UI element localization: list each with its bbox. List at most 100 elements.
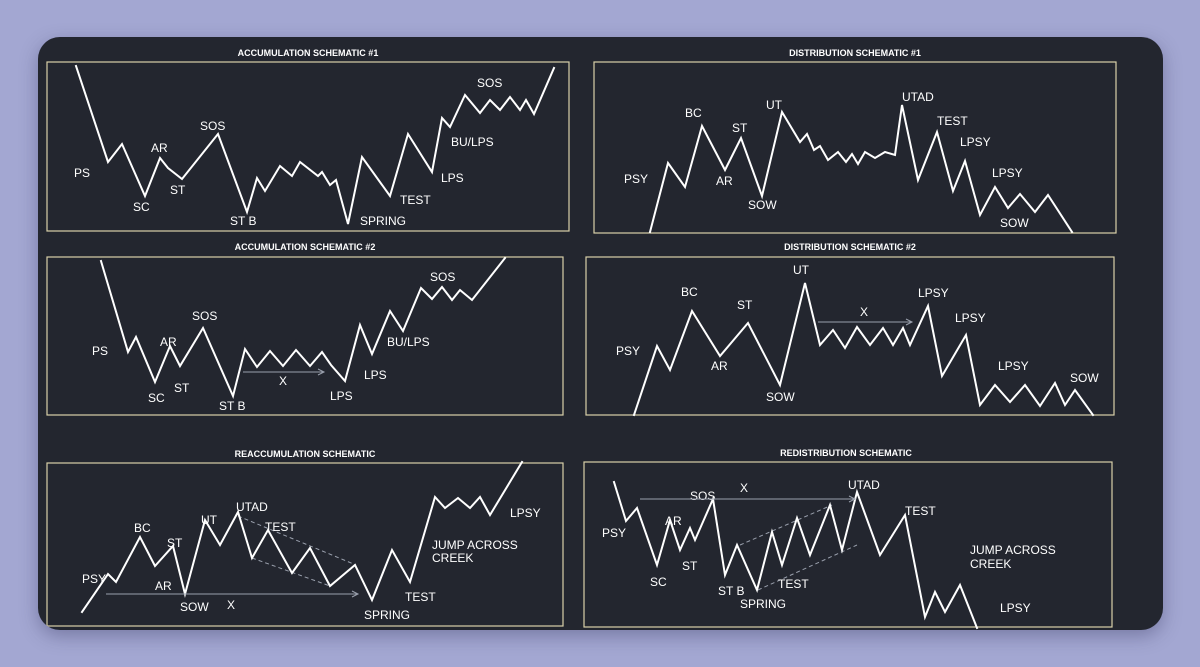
phase-label: AR bbox=[151, 141, 168, 155]
phase-label: UTAD bbox=[902, 90, 934, 104]
trend-channel-line bbox=[739, 504, 833, 546]
phase-label: PS bbox=[92, 344, 108, 358]
phase-label: SPRING bbox=[740, 597, 786, 611]
phase-label: TEST bbox=[905, 504, 936, 518]
phase-label: AR bbox=[665, 514, 682, 528]
phase-label: SOS bbox=[192, 309, 217, 323]
panel-accumulation-2: ACCUMULATION SCHEMATIC #2 PS SC AR ST SOS ST B… bbox=[46, 242, 564, 416]
phase-label: X bbox=[860, 305, 868, 319]
phase-label: SOW bbox=[1070, 371, 1099, 385]
phase-label: SC bbox=[148, 391, 165, 405]
phase-label: BC bbox=[134, 521, 151, 535]
panel-frame bbox=[46, 61, 570, 232]
phase-label: TEST bbox=[400, 193, 431, 207]
panel-title: ACCUMULATION SCHEMATIC #1 bbox=[238, 48, 379, 58]
phase-label: ST B bbox=[718, 584, 744, 598]
trend-channel-line bbox=[237, 515, 357, 566]
panel-frame bbox=[46, 256, 564, 416]
panel-frame bbox=[585, 256, 1115, 416]
phase-label: LPSY bbox=[992, 166, 1023, 180]
phase-label: SC bbox=[650, 575, 667, 589]
price-path bbox=[74, 64, 556, 225]
phase-label: LPSY bbox=[918, 286, 949, 300]
panel-accumulation-1: ACCUMULATION SCHEMATIC #1 PS SC AR ST SOS ST B… bbox=[46, 48, 570, 232]
schematics-canvas: ACCUMULATION SCHEMATIC #1 PS SC AR ST SOS ST B… bbox=[46, 48, 1117, 630]
phase-label: ST bbox=[737, 298, 753, 312]
phase-label: X bbox=[227, 598, 235, 612]
phase-label: ST bbox=[174, 381, 190, 395]
phase-label: PSY bbox=[616, 344, 640, 358]
phase-label: X bbox=[740, 481, 748, 495]
phase-label: UT bbox=[793, 263, 810, 277]
panel-frame bbox=[46, 462, 564, 627]
phase-label: LPSY bbox=[1000, 601, 1031, 615]
phase-label: SOS bbox=[477, 76, 502, 90]
phase-label: JUMP ACROSS bbox=[970, 543, 1056, 557]
phase-label: AR bbox=[155, 579, 172, 593]
phase-label: UT bbox=[201, 513, 218, 527]
phase-label: PSY bbox=[624, 172, 648, 186]
panel-frame bbox=[593, 61, 1117, 234]
phase-label: SPRING bbox=[360, 214, 406, 228]
phase-label: LPS bbox=[330, 389, 353, 403]
phase-label: TEST bbox=[265, 520, 296, 534]
phase-label: CREEK bbox=[432, 551, 473, 565]
phase-label: AR bbox=[160, 335, 177, 349]
panel-frame bbox=[583, 461, 1113, 628]
panel-distribution-2: DISTRIBUTION SCHEMATIC #2 PSY BC AR ST SOW UT X… bbox=[585, 242, 1115, 417]
phase-label: AR bbox=[716, 174, 733, 188]
panel-title: ACCUMULATION SCHEMATIC #2 bbox=[235, 242, 376, 252]
phase-label: CREEK bbox=[970, 557, 1011, 571]
phase-label: LPSY bbox=[955, 311, 986, 325]
phase-label: SOW bbox=[748, 198, 777, 212]
phase-label: PS bbox=[74, 166, 90, 180]
panel-title: REACCUMULATION SCHEMATIC bbox=[235, 449, 376, 459]
phase-label: BC bbox=[685, 106, 702, 120]
phase-label: SOS bbox=[690, 489, 715, 503]
range-arrow bbox=[818, 318, 914, 326]
phase-label: LPSY bbox=[998, 359, 1029, 373]
price-path bbox=[632, 282, 1095, 417]
panel-distribution-1: DISTRIBUTION SCHEMATIC #1 PSY BC AR ST SOW UT U… bbox=[593, 48, 1117, 234]
phase-label: BU/LPS bbox=[451, 135, 494, 149]
range-arrow bbox=[106, 590, 360, 598]
phase-label: LPS bbox=[364, 368, 387, 382]
price-path bbox=[648, 104, 1074, 234]
phase-label: SOW bbox=[766, 390, 795, 404]
phase-label: AR bbox=[711, 359, 728, 373]
phase-label: SC bbox=[133, 200, 150, 214]
phase-label: SOW bbox=[180, 600, 209, 614]
range-arrow bbox=[640, 495, 857, 503]
phase-label: BU/LPS bbox=[387, 335, 430, 349]
phase-label: LPSY bbox=[510, 506, 541, 520]
phase-label: X bbox=[279, 374, 287, 388]
phase-label: SOS bbox=[200, 119, 225, 133]
range-arrow bbox=[243, 368, 326, 376]
phase-label: SPRING bbox=[364, 608, 410, 622]
phase-label: TEST bbox=[405, 590, 436, 604]
phase-label: TEST bbox=[937, 114, 968, 128]
panel-title: REDISTRIBUTION SCHEMATIC bbox=[780, 448, 912, 458]
phase-label: ST bbox=[732, 121, 748, 135]
price-path bbox=[612, 480, 979, 630]
phase-label: PSY bbox=[602, 526, 626, 540]
phase-label: LPS bbox=[441, 171, 464, 185]
phase-label: PSY bbox=[82, 572, 106, 586]
phase-label: TEST bbox=[778, 577, 809, 591]
phase-label: ST B bbox=[219, 399, 245, 413]
panel-redistribution: REDISTRIBUTION SCHEMATIC PSY AR SC ST SOS X ST … bbox=[583, 448, 1113, 630]
price-path bbox=[80, 460, 524, 614]
phase-label: UTAD bbox=[236, 500, 268, 514]
phase-label: SOS bbox=[430, 270, 455, 284]
phase-label: JUMP ACROSS bbox=[432, 538, 518, 552]
price-path bbox=[99, 256, 507, 400]
phase-label: SOW bbox=[1000, 216, 1029, 230]
panel-reaccumulation: REACCUMULATION SCHEMATIC PSY BC AR ST UT UTAD T… bbox=[46, 449, 564, 627]
phase-label: ST bbox=[170, 183, 186, 197]
phase-label: ST B bbox=[230, 214, 256, 228]
phase-label: ST bbox=[682, 559, 698, 573]
panel-title: DISTRIBUTION SCHEMATIC #1 bbox=[789, 48, 921, 58]
phase-label: LPSY bbox=[960, 135, 991, 149]
phase-label: UT bbox=[766, 98, 783, 112]
panel-title: DISTRIBUTION SCHEMATIC #2 bbox=[784, 242, 916, 252]
